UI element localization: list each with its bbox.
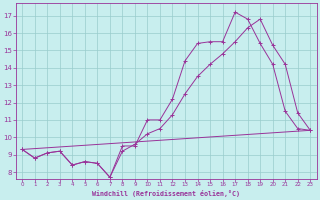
X-axis label: Windchill (Refroidissement éolien,°C): Windchill (Refroidissement éolien,°C) <box>92 190 240 197</box>
